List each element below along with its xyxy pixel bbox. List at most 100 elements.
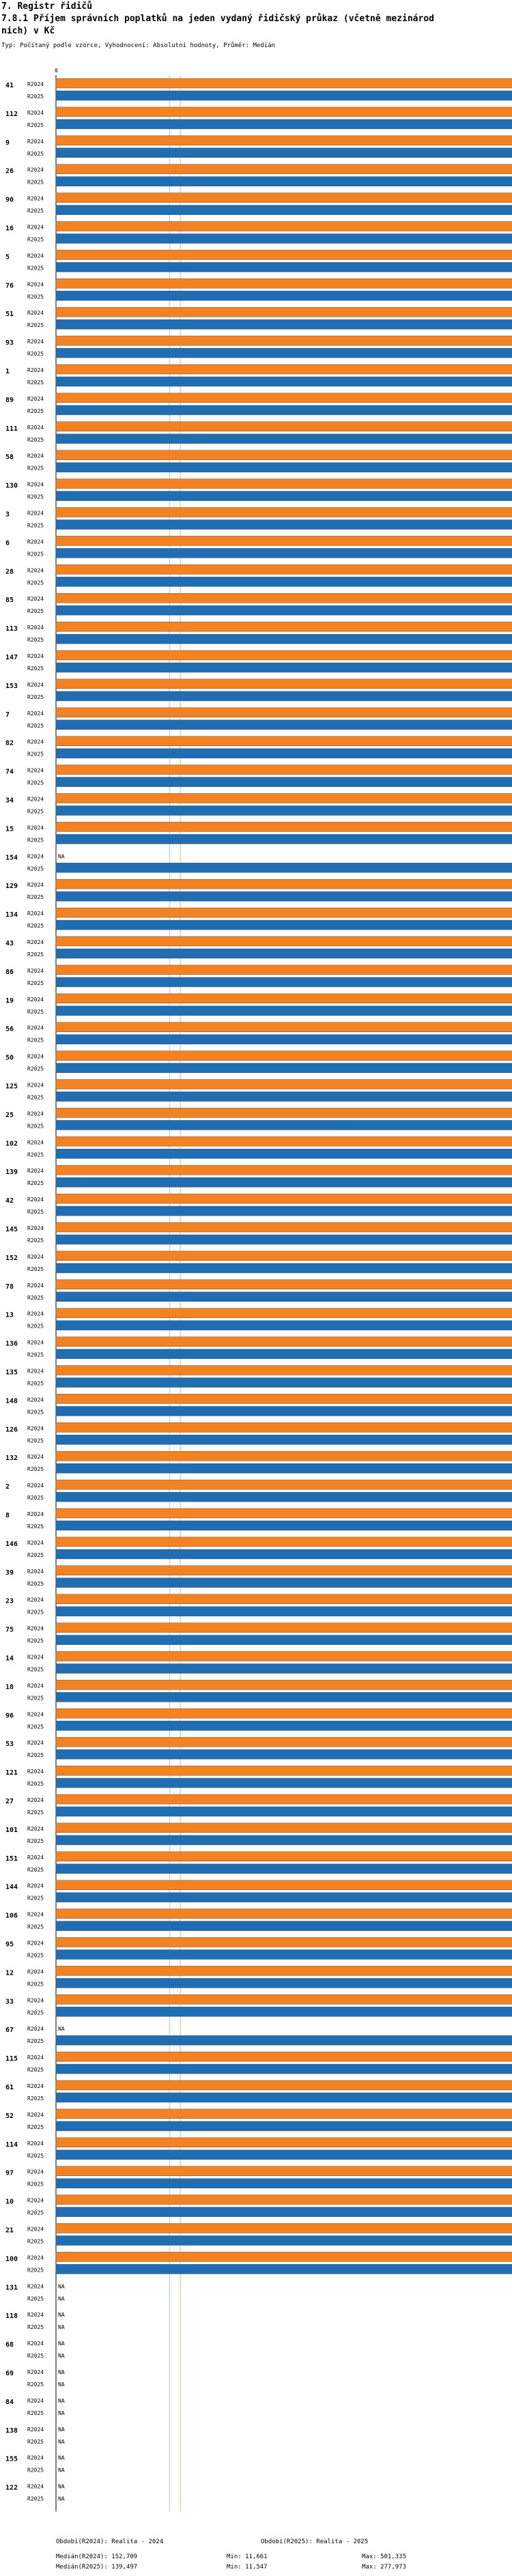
series-label-r2024: R2024 [27, 1969, 44, 1975]
series-label-r2025: R2025 [27, 2210, 44, 2216]
row-id-label: 148 [5, 1397, 18, 1405]
series-label-r2024: R2024 [27, 1883, 44, 1889]
row-id-label: 58 [5, 454, 14, 461]
row-id-label: 27 [5, 1798, 14, 1805]
bar-r2025 [55, 1692, 512, 1702]
row-id-label: 15 [5, 825, 14, 833]
bar-r2025 [55, 691, 512, 702]
row-id-label: 78 [5, 1283, 14, 1291]
series-label-r2024: R2024 [27, 2055, 44, 2061]
series-label-r2024: R2024 [27, 2227, 44, 2233]
row-id-label: 90 [5, 197, 14, 204]
page-title: 7. Registr řidičů [1, 1, 93, 12]
series-label-r2025: R2025 [27, 2324, 44, 2330]
series-label-r2024: R2024 [27, 739, 44, 745]
series-label-r2024: R2024 [27, 367, 44, 373]
series-label-r2024: R2024 [27, 253, 44, 259]
series-label-r2024: R2024 [27, 1740, 44, 1746]
series-label-r2025: R2025 [27, 122, 44, 128]
bar-r2025 [55, 2235, 512, 2246]
row-id-label: 96 [5, 1712, 14, 1719]
row-id-label: 118 [5, 2313, 18, 2320]
bar-r2024 [55, 736, 512, 746]
series-label-r2025: R2025 [27, 294, 44, 300]
bar-r2024 [55, 2166, 512, 2176]
bar-r2024 [55, 2080, 512, 2091]
bar-r2024 [55, 822, 512, 832]
row-id-label: 34 [5, 797, 14, 805]
bar-r2025 [55, 491, 512, 501]
bar-r2025 [55, 291, 512, 301]
series-label-r2025: R2025 [27, 265, 44, 271]
row-id-label: 85 [5, 597, 14, 604]
bar-r2025 [55, 2264, 512, 2274]
series-label-r2025: R2025 [27, 1066, 44, 1072]
legend-series-2025: Období(R2025): Realita - 2025 [261, 2538, 369, 2545]
bar-r2025 [55, 1034, 512, 1044]
series-label-r2024: R2024 [27, 1254, 44, 1260]
bar-r2025 [55, 1491, 512, 1502]
row-id-label: 76 [5, 282, 14, 289]
bar-r2025 [55, 1721, 512, 1731]
series-label-r2025: R2025 [27, 637, 44, 643]
series-label-r2025: R2025 [27, 1695, 44, 1701]
series-label-r2025: R2025 [27, 1009, 44, 1015]
row-id-label: 61 [5, 2084, 14, 2091]
row-id-label: 100 [5, 2255, 18, 2263]
series-label-r2024: R2024 [27, 1111, 44, 1117]
bar-r2024 [55, 1736, 512, 1747]
row-id-label: 131 [5, 2284, 18, 2291]
bar-r2025 [55, 977, 512, 988]
bar-r2024 [55, 1822, 512, 1833]
bar-r2024 [55, 1651, 512, 1661]
row-id-label: 21 [5, 2227, 14, 2235]
data-label-r2024: NA [58, 2398, 65, 2404]
bar-r2024 [55, 2108, 512, 2119]
series-label-r2025: R2025 [27, 2181, 44, 2188]
row-id-label: 7 [5, 711, 10, 719]
row-id-label: 6 [5, 539, 10, 547]
chart-type-description: Typ: Počítaný podle vzorce, Vyhodnocení:… [1, 42, 275, 49]
bar-r2024 [55, 707, 512, 718]
series-label-r2024: R2024 [27, 653, 44, 659]
series-label-r2025: R2025 [27, 208, 44, 214]
series-label-r2024: R2024 [27, 1655, 44, 1661]
bar-r2025 [55, 1063, 512, 1073]
row-id-label: 28 [5, 568, 14, 575]
series-label-r2025: R2025 [27, 2353, 44, 2359]
bar-r2024 [55, 2137, 512, 2148]
bar-r2024 [55, 678, 512, 689]
series-label-r2025: R2025 [27, 2295, 44, 2302]
series-label-r2024: R2024 [27, 939, 44, 945]
bar-r2025 [55, 1577, 512, 1588]
bar-r2025 [55, 433, 512, 444]
series-label-r2024: R2024 [27, 339, 44, 345]
bar-r2025 [55, 405, 512, 416]
row-id-label: 129 [5, 883, 18, 890]
row-id-label: 122 [5, 2485, 18, 2492]
series-label-r2025: R2025 [27, 1638, 44, 1644]
row-id-label: 5 [5, 253, 10, 261]
series-label-r2025: R2025 [27, 1323, 44, 1330]
series-label-r2025: R2025 [27, 1838, 44, 1844]
row-id-label: 132 [5, 1455, 18, 1462]
series-label-r2024: R2024 [27, 1454, 44, 1460]
series-label-r2024: R2024 [27, 1083, 44, 1089]
series-label-r2024: R2024 [27, 1941, 44, 1947]
series-label-r2024: R2024 [27, 1397, 44, 1403]
series-label-r2025: R2025 [27, 2009, 44, 2016]
bar-r2024 [55, 221, 512, 231]
series-label-r2025: R2025 [27, 579, 44, 586]
series-label-r2024: R2024 [27, 1597, 44, 1603]
series-label-r2024: R2024 [27, 1511, 44, 1517]
row-id-label: 111 [5, 425, 18, 433]
series-label-r2024: R2024 [27, 1540, 44, 1546]
bar-r2025 [55, 1120, 512, 1130]
legend-min-2025: Min: 11,547 [227, 2564, 268, 2571]
series-label-r2024: R2024 [27, 1168, 44, 1174]
series-label-r2025: R2025 [27, 923, 44, 929]
data-label-r2025: NA [58, 2496, 65, 2502]
row-id-label: 53 [5, 1741, 14, 1748]
series-label-r2024: R2024 [27, 2398, 44, 2404]
bar-r2024 [55, 478, 512, 489]
